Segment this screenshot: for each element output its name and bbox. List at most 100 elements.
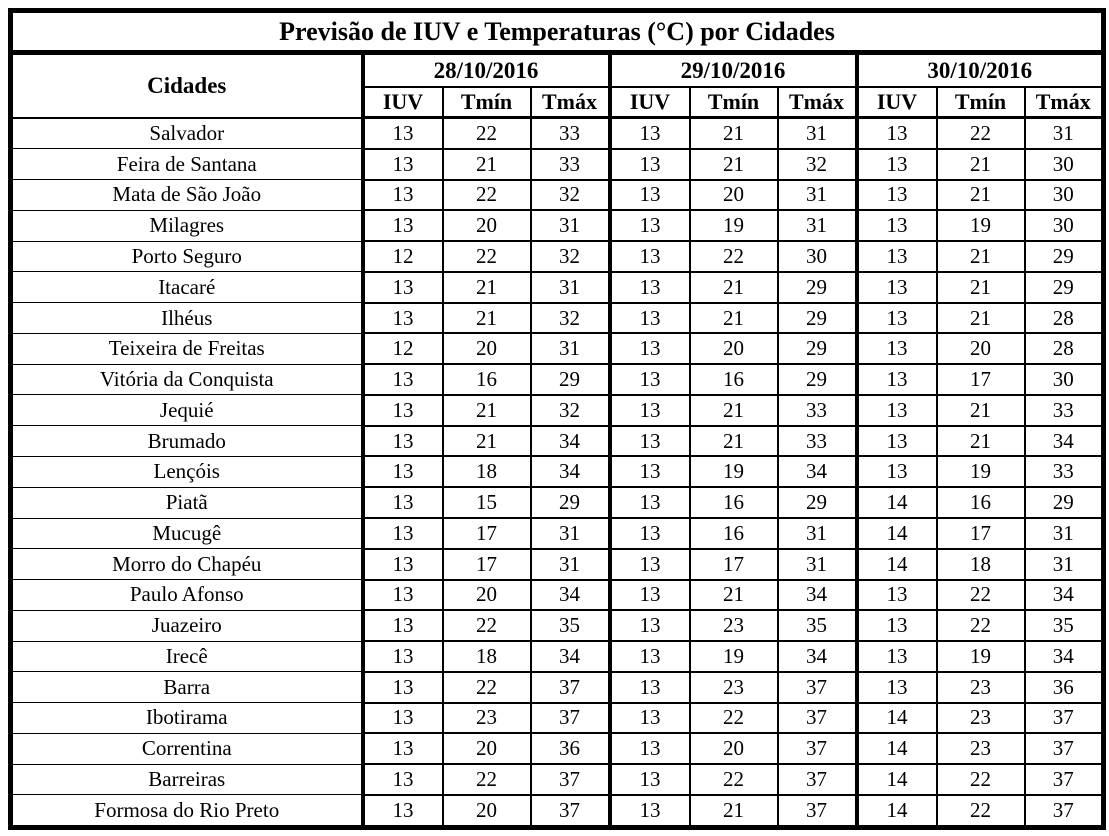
value-cell: 13: [607, 301, 691, 335]
value-cell: 21: [935, 178, 1026, 212]
value-cell: 35: [529, 609, 611, 643]
sub-header-row: IUV Tmín Tmáx IUV Tmín Tmáx IUV Tmín Tmá…: [11, 86, 1105, 119]
value-cell: 31: [776, 547, 858, 581]
value-cell: 22: [935, 763, 1026, 796]
value-cell: 37: [776, 763, 858, 796]
value-cell: 33: [776, 424, 858, 458]
value-cell: 29: [1023, 270, 1105, 304]
value-cell: 12: [360, 332, 444, 366]
value-cell: 37: [776, 701, 858, 735]
value-cell: 22: [441, 763, 532, 796]
value-cell: 37: [529, 763, 611, 796]
value-cell: 19: [688, 455, 779, 489]
value-cell: 33: [529, 147, 611, 181]
value-cell: 29: [776, 486, 858, 520]
value-cell: 34: [776, 640, 858, 673]
value-cell: 28: [1023, 332, 1105, 366]
value-cell: 22: [441, 670, 532, 704]
value-cell: 21: [688, 578, 779, 612]
value-cell: 32: [529, 240, 611, 273]
value-cell: 31: [1023, 116, 1105, 150]
table-row: Ilhéus 13 21 32 13 21 29 13 21 28: [10, 301, 1105, 335]
value-cell: 34: [1023, 640, 1105, 673]
value-cell: 19: [935, 209, 1026, 243]
date-header-2: 29/10/2016: [607, 52, 857, 88]
city-column-header: Cidades: [10, 52, 365, 119]
value-cell: 31: [529, 332, 611, 366]
value-cell: 21: [688, 116, 779, 150]
table-row: Milagres 13 20 31 13 19 31 13 19 30: [10, 209, 1105, 243]
table-row: Teixeira de Freitas 12 20 31 13 20 29 13 20 28: [10, 332, 1105, 366]
value-cell: 18: [441, 455, 532, 489]
value-cell: 14: [854, 701, 938, 735]
value-cell: 13: [360, 793, 444, 829]
value-cell: 17: [441, 517, 532, 550]
table-row: Brumado 13 21 34 13 21 33 13 21 34: [10, 424, 1105, 458]
value-cell: 30: [1023, 178, 1105, 212]
value-cell: 31: [1023, 547, 1105, 581]
value-cell: 22: [935, 116, 1026, 150]
city-cell: Piatã: [10, 486, 365, 519]
value-cell: 14: [854, 732, 938, 766]
value-cell: 20: [441, 332, 532, 366]
value-cell: 21: [441, 393, 532, 427]
value-cell: 13: [854, 609, 938, 643]
value-cell: 13: [360, 455, 444, 489]
city-cell: Feira de Santana: [10, 148, 365, 181]
value-cell: 20: [688, 178, 779, 212]
value-cell: 13: [607, 116, 691, 150]
value-cell: 34: [1023, 578, 1105, 612]
subheader-iuv: IUV: [607, 86, 691, 119]
value-cell: 30: [776, 240, 858, 273]
value-cell: 13: [607, 209, 691, 243]
value-cell: 31: [776, 209, 858, 243]
value-cell: 29: [776, 301, 858, 335]
value-cell: 34: [529, 578, 611, 612]
value-cell: 21: [688, 793, 779, 829]
value-cell: 37: [776, 670, 858, 704]
value-cell: 13: [360, 116, 444, 150]
value-cell: 37: [776, 732, 858, 766]
value-cell: 13: [360, 486, 444, 520]
table-row: Formosa do Rio Preto 13 20 37 13 21 37 14 22 37: [10, 793, 1105, 829]
value-cell: 23: [688, 609, 779, 643]
subheader-iuv: IUV: [360, 86, 444, 119]
value-cell: 13: [607, 763, 691, 796]
value-cell: 14: [854, 793, 938, 829]
value-cell: 23: [935, 701, 1026, 735]
title-row: Previsão de IUV e Temperaturas (°C) por …: [10, 10, 1104, 55]
subheader-tmin: Tmín: [441, 86, 532, 119]
value-cell: 13: [607, 732, 691, 766]
value-cell: 13: [360, 209, 444, 243]
value-cell: 13: [607, 178, 691, 212]
value-cell: 19: [935, 640, 1026, 673]
value-cell: 13: [854, 393, 938, 427]
value-cell: 31: [776, 517, 858, 550]
value-cell: 23: [935, 732, 1026, 766]
value-cell: 16: [441, 363, 532, 396]
value-cell: 13: [854, 332, 938, 366]
value-cell: 13: [360, 578, 444, 612]
value-cell: 21: [688, 301, 779, 335]
value-cell: 37: [529, 793, 611, 829]
value-cell: 20: [441, 793, 532, 829]
city-cell: Formosa do Rio Preto: [10, 794, 365, 828]
value-cell: 14: [854, 517, 938, 550]
value-cell: 22: [441, 609, 532, 643]
table-row: Irecê 13 18 34 13 19 34 13 19 34: [10, 640, 1105, 673]
value-cell: 13: [360, 732, 444, 766]
value-cell: 37: [1023, 732, 1105, 766]
value-cell: 13: [854, 209, 938, 243]
city-cell: Mata de São João: [10, 179, 365, 211]
value-cell: 13: [607, 240, 691, 273]
city-cell: Morro do Chapéu: [10, 548, 365, 581]
value-cell: 13: [607, 332, 691, 366]
city-cell: Milagres: [10, 209, 365, 242]
city-cell: Jequié: [10, 394, 365, 427]
table-row: Morro do Chapéu 13 17 31 13 17 31 14 18 31: [10, 547, 1105, 581]
subheader-tmin: Tmín: [688, 86, 779, 119]
value-cell: 36: [1023, 670, 1105, 704]
value-cell: 35: [776, 609, 858, 643]
value-cell: 13: [854, 363, 938, 396]
value-cell: 20: [441, 578, 532, 612]
